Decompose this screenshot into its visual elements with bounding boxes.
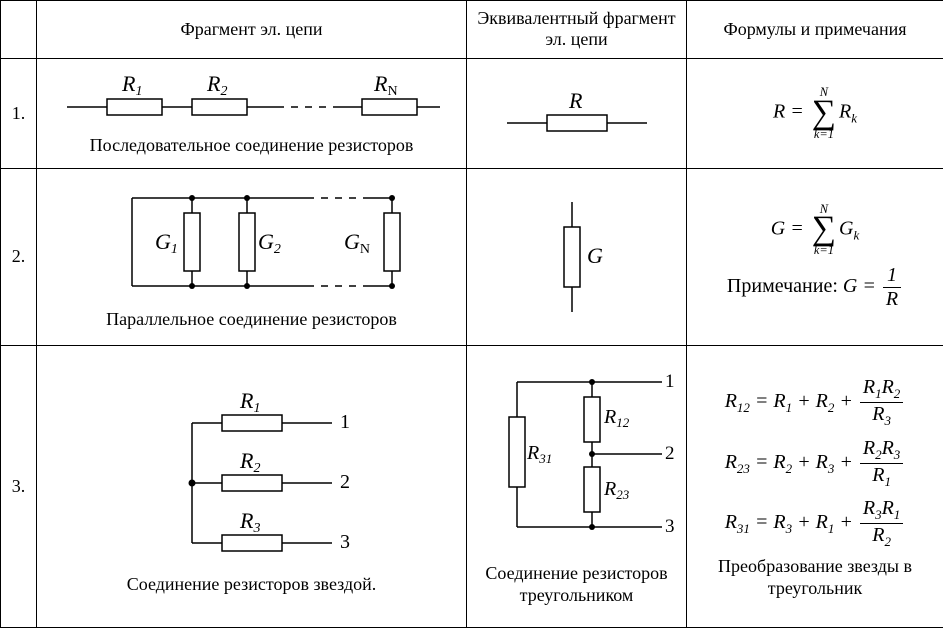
svg-text:R1: R1 — [239, 388, 260, 416]
svg-text:R2: R2 — [239, 448, 260, 476]
svg-text:1: 1 — [340, 411, 350, 433]
svg-text:3: 3 — [665, 516, 675, 537]
table-row: 2. — [1, 168, 943, 346]
formula: R23 = R2 + R3 + R2R3R1 — [725, 435, 906, 492]
svg-text:R12: R12 — [603, 406, 630, 430]
svg-text:1: 1 — [665, 371, 675, 392]
svg-text:3: 3 — [340, 531, 350, 553]
frag-caption: Параллельное соединение резисторов — [106, 309, 397, 331]
frag-caption: Последовательное соединение резисторов — [90, 135, 414, 157]
frag-cell: G1 G2 GN Параллельное соединение резисто… — [37, 168, 467, 346]
svg-text:2: 2 — [665, 443, 675, 464]
svg-text:R23: R23 — [603, 478, 630, 502]
frag-caption: Соединение резисторов звездой. — [127, 574, 377, 596]
star-diagram: R1 R2 R3 1 2 3 — [102, 378, 402, 568]
form-cell: G = N ∑ k=1 Gk Примечание: G = 1R — [687, 168, 943, 346]
eq-cell: R31 R12 R23 1 2 3 Соединение резисторов … — [467, 346, 687, 628]
single-resistor-h: R — [497, 88, 657, 138]
form-cell: R12 = R1 + R2 + R1R2R3R23 = R2 + R3 + R2… — [687, 346, 943, 628]
svg-text:R1: R1 — [121, 71, 142, 99]
row-num: 2. — [1, 168, 37, 346]
svg-text:R: R — [568, 88, 583, 113]
header-form: Формулы и примечания — [687, 1, 943, 59]
eq-cell: R — [467, 58, 687, 168]
svg-text:RN: RN — [373, 71, 398, 99]
header-eq: Эквивалентный фрагмент эл. цепи — [467, 1, 687, 59]
header-num — [1, 1, 37, 59]
row-num: 3. — [1, 346, 37, 628]
frag-cell: R1 R2 RN Последовательное соединение рез… — [37, 58, 467, 168]
formula: R12 = R1 + R2 + R1R2R3 — [725, 374, 906, 431]
svg-text:GN: GN — [344, 229, 370, 257]
series-diagram: R1 R2 RN — [62, 69, 442, 129]
header-row: Фрагмент эл. цепи Эквивалентный фрагмент… — [1, 1, 943, 59]
svg-text:R31: R31 — [526, 442, 552, 466]
table-row: 3. — [1, 346, 943, 628]
row-num: 1. — [1, 58, 37, 168]
eq-cell: G — [467, 168, 687, 346]
svg-text:R2: R2 — [206, 71, 227, 99]
svg-text:G2: G2 — [258, 229, 281, 257]
header-frag: Фрагмент эл. цепи — [37, 1, 467, 59]
form-caption: Преобразование звезды в треугольник — [693, 556, 937, 599]
parallel-diagram: G1 G2 GN — [82, 183, 422, 303]
table-row: 1. R1 — [1, 58, 943, 168]
svg-text:G1: G1 — [155, 229, 178, 257]
svg-text:R3: R3 — [239, 508, 260, 536]
delta-diagram: R31 R12 R23 1 2 3 — [477, 367, 677, 557]
single-resistor-v: G — [532, 197, 622, 317]
svg-text:G: G — [587, 243, 603, 268]
svg-text:2: 2 — [340, 471, 350, 493]
formula: R31 = R3 + R1 + R3R1R2 — [725, 495, 906, 552]
frag-cell: R1 R2 R3 1 2 3 Соединение резисторов зве… — [37, 346, 467, 628]
form-cell: R = N ∑ k=1 Rk — [687, 58, 943, 168]
eq-caption: Соединение резисторов треугольником — [473, 563, 680, 606]
